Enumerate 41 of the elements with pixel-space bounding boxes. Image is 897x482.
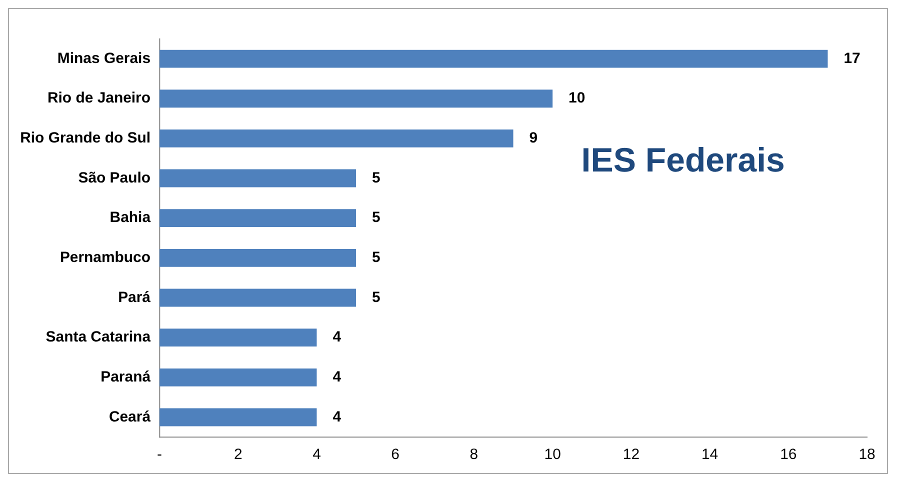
bar [159,50,828,68]
x-tick-label: 12 [622,446,640,464]
bar [159,129,514,148]
y-tick-label: Pernambuco [60,249,151,266]
x-tick-label: 18 [858,446,876,464]
y-tick-label: Bahia [110,209,152,226]
bar [159,209,356,228]
bar [159,408,317,426]
data-label: 5 [372,209,380,226]
x-tick-label: 8 [470,446,478,464]
data-label: 10 [568,90,586,107]
x-tick-label: 16 [780,446,797,464]
bar [159,288,356,307]
y-tick-label: Santa Catarina [46,328,152,346]
data-label: 5 [372,288,380,306]
bar [159,90,553,108]
y-tick-label: São Paulo [78,169,151,186]
x-tick-label: 14 [701,446,718,464]
data-label: 5 [372,249,380,266]
data-label: 5 [372,169,380,186]
x-tick-label: - [157,446,162,464]
y-tick-label: Minas Gerais [57,50,151,67]
x-tick-label: 2 [234,446,242,464]
data-label: 4 [332,408,342,426]
data-label: 4 [332,368,342,386]
x-tick-label: 10 [544,446,561,464]
bar [159,368,317,386]
text: IES Federais [581,142,785,180]
y-tick-label: Rio Grande do Sul [20,130,151,147]
x-tick-label: 6 [391,446,400,464]
y-tick-label: Ceará [108,408,152,426]
data-label: 9 [529,130,538,147]
bar [159,328,317,347]
x-tick-label: 4 [312,446,321,464]
y-tick-label: Paraná [100,368,152,386]
bar [159,169,356,188]
y-tick-label: Pará [118,288,152,306]
bar [159,248,356,267]
data-label: 17 [844,50,860,67]
y-tick-label: Rio de Janeiro [47,90,151,107]
data-label: 4 [332,328,342,346]
